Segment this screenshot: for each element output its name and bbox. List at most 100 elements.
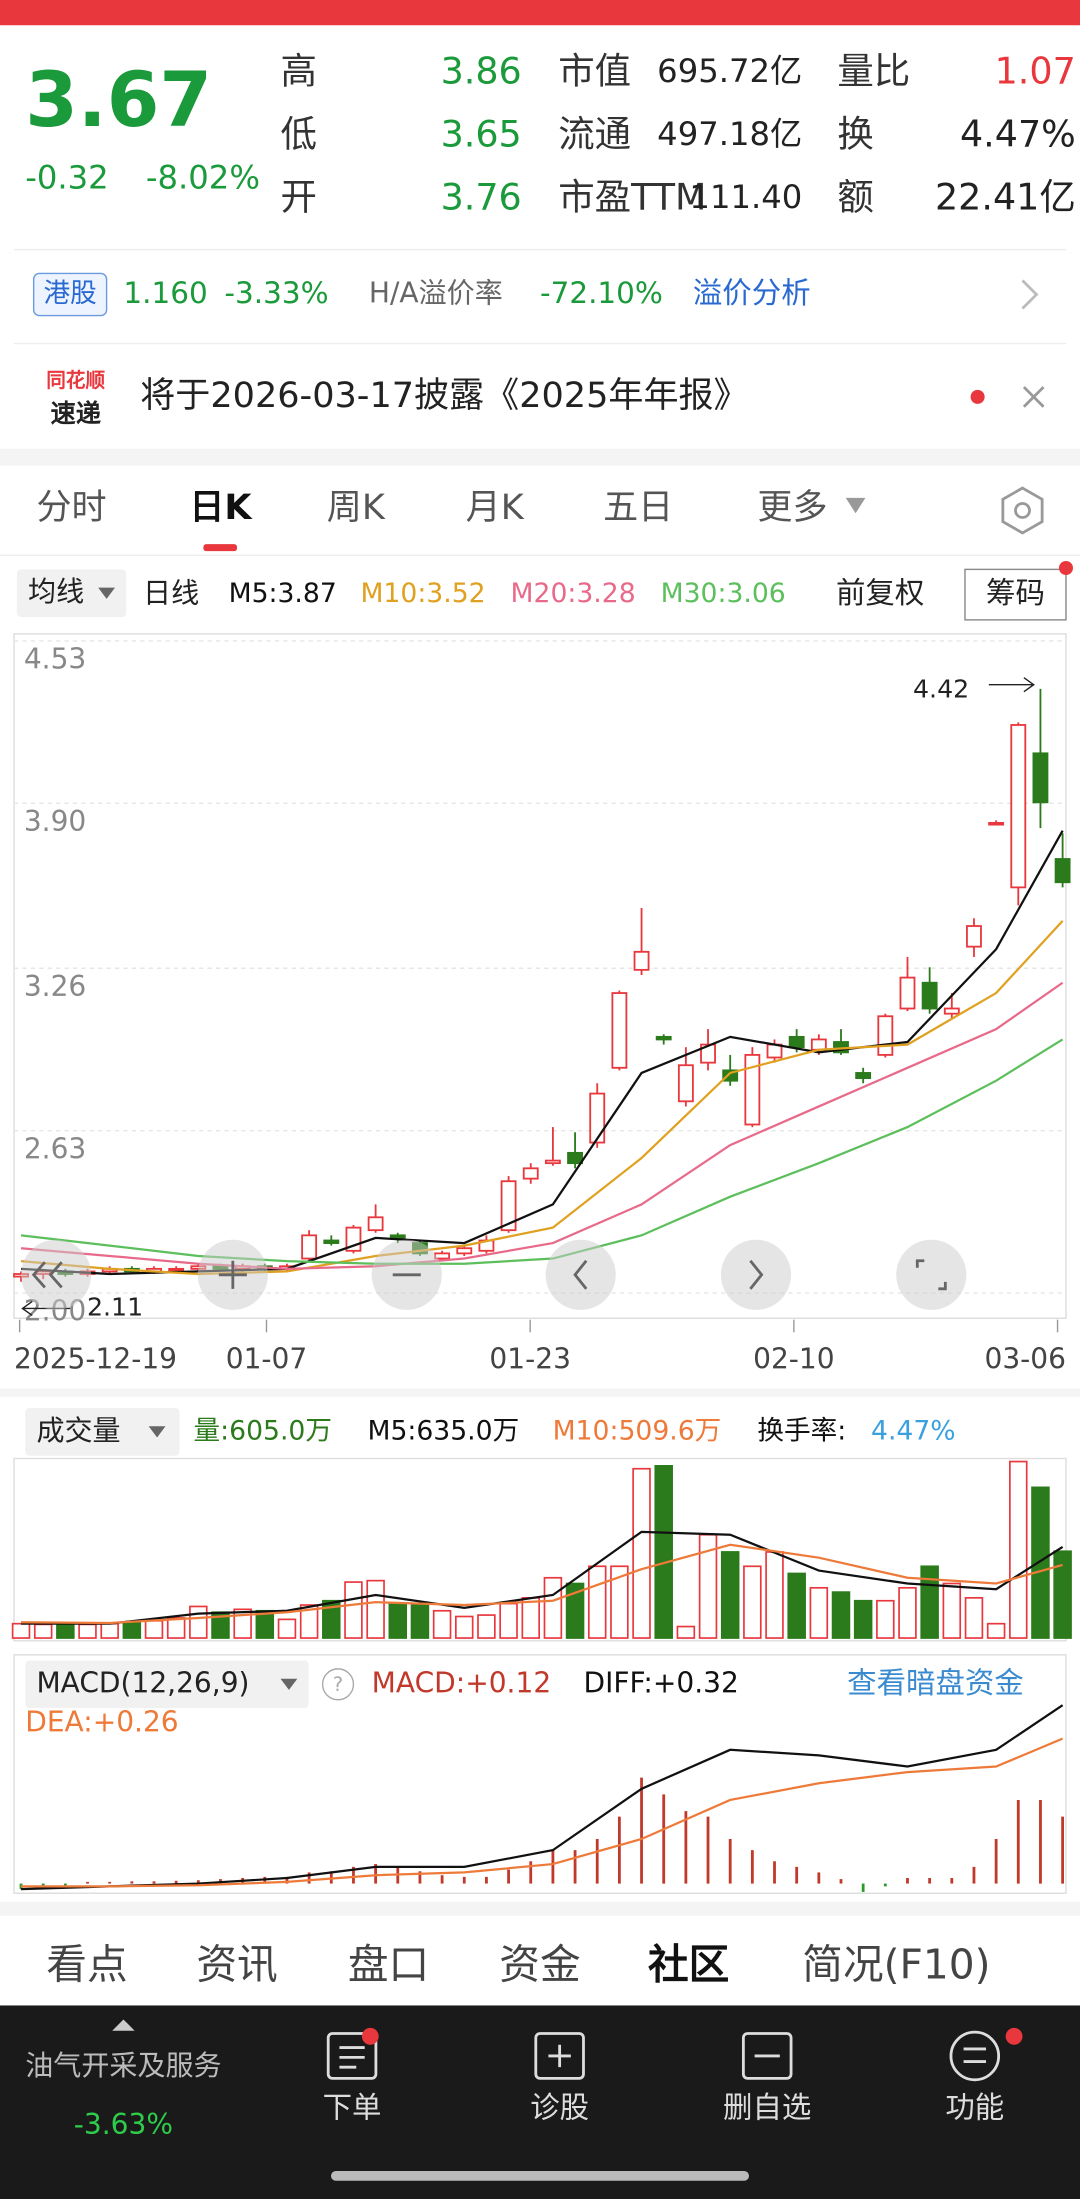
nav-label[interactable]: 删自选 [723,2091,811,2125]
vol-menu[interactable]: 成交量 [36,1414,120,1447]
dark-pool[interactable]: 查看暗盘资金 [847,1666,1024,1700]
volume-bar [1053,1550,1072,1639]
premium-link[interactable]: 溢价分析 [693,276,811,310]
diff: DIFF:+0.32 [583,1666,738,1699]
y-tick-label: 2.63 [24,1132,86,1165]
candle-body [323,1239,340,1244]
bottom-tab[interactable]: 资讯 [196,1941,277,1989]
btn[interactable] [545,1239,616,1310]
bottom-tab[interactable]: 看点 [46,1941,127,1989]
x-tick-label: 03-06 [984,1342,1066,1375]
volume-bar [1031,1486,1050,1639]
stat-value: 695.72亿 [657,52,802,90]
tab[interactable]: 更多 [757,487,827,528]
settings[interactable] [1014,502,1031,519]
menu-box[interactable] [25,1660,309,1709]
candle-body [966,925,982,948]
dea: DEA:+0.26 [25,1706,178,1739]
volume-bar [11,1622,31,1639]
candle-body [722,1069,739,1082]
candle-body [877,1015,894,1056]
nav-icon [534,2032,585,2080]
nav-label[interactable]: 下单 [323,2091,382,2125]
volume-bar [942,1582,962,1639]
nav-label[interactable]: 功能 [945,2091,1004,2125]
volume-bar [543,1576,563,1639]
candle-body [1054,858,1071,884]
chevron[interactable] [1021,279,1039,310]
bottom-tab[interactable]: 简况(F10) [802,1941,990,1989]
volume-bar [853,1599,873,1639]
bottom-tab[interactable]: 盘口 [348,1941,429,1989]
caret [148,1426,166,1438]
stat-label: 量比 [837,49,910,92]
caret [112,2019,135,2031]
volume-bar [1009,1460,1028,1639]
volume-bar [366,1579,385,1639]
macd-frame [13,1654,1067,1894]
chips-box[interactable] [964,568,1067,621]
help-circle[interactable] [321,1668,355,1701]
stat-label: 流通 [558,113,631,156]
notice-text[interactable]: 将于2026-03-17披露《2025年年报》 [140,375,748,416]
candle-body [633,950,650,971]
gap [0,1901,1080,1916]
stat-label: 开 [281,176,317,219]
btn-icon [31,1259,947,1291]
line [21,1543,1063,1625]
caret [845,497,866,514]
adjust[interactable]: 前复权 [836,576,924,610]
caret [98,587,116,599]
volume-bar [765,1551,784,1639]
ma-menu[interactable]: 均线 [28,575,84,608]
tab[interactable]: 五日 [603,487,673,528]
btn[interactable] [896,1239,967,1310]
tab[interactable]: 月K [466,487,525,528]
volume-bar [189,1605,208,1639]
volume-bar [587,1565,607,1639]
stat-value: 3.76 [441,176,522,219]
volume-bar [565,1582,585,1639]
price: 3.67 [25,56,212,144]
bottom-tab[interactable]: 资金 [499,1941,580,1989]
candle-body [943,1007,960,1015]
stat-value: 4.47% [960,113,1076,156]
chips[interactable]: 筹码 [986,576,1045,610]
volume-bar [100,1622,119,1639]
btn[interactable] [720,1239,792,1310]
btn[interactable] [21,1239,92,1310]
volume-bar [277,1618,297,1639]
menu-box[interactable] [25,1408,180,1456]
volume-bar [831,1591,851,1639]
tab[interactable]: 日K [189,487,253,528]
candle-body [522,1167,539,1180]
close[interactable] [1022,386,1045,408]
bottom-tab[interactable]: 社区 [648,1941,729,1989]
kline-frame [13,633,1067,1319]
stat-label: 换 [837,113,873,156]
dot [1058,560,1073,575]
nav-label[interactable]: 诊股 [530,2091,589,2125]
sector-pct: -3.63% [74,2108,173,2141]
menu-box[interactable] [16,569,127,618]
macd-menu[interactable]: MACD(12,26,9) [36,1666,249,1699]
volume-bar [521,1597,540,1639]
hk-tag: 港股 [44,278,97,309]
volume-bar [654,1465,673,1639]
settings[interactable] [1001,486,1044,535]
sector[interactable]: 油气开采及服务 [25,2049,221,2082]
x-tick-label: 02-10 [753,1342,835,1375]
volume-bar [743,1565,762,1639]
tab[interactable]: 周K [327,487,386,528]
volume-bar [876,1599,895,1639]
line [21,1737,1064,1888]
help[interactable]: ? [333,1673,343,1696]
hk-price: 1.160 [123,276,207,310]
volume-bar [632,1467,651,1639]
caret [280,1678,298,1690]
volume-bar [388,1602,408,1639]
nav-icon [741,2032,793,2080]
stat-label: 市值 [558,49,631,92]
vol-frame [13,1457,1067,1642]
tab[interactable]: 分时 [36,487,106,528]
